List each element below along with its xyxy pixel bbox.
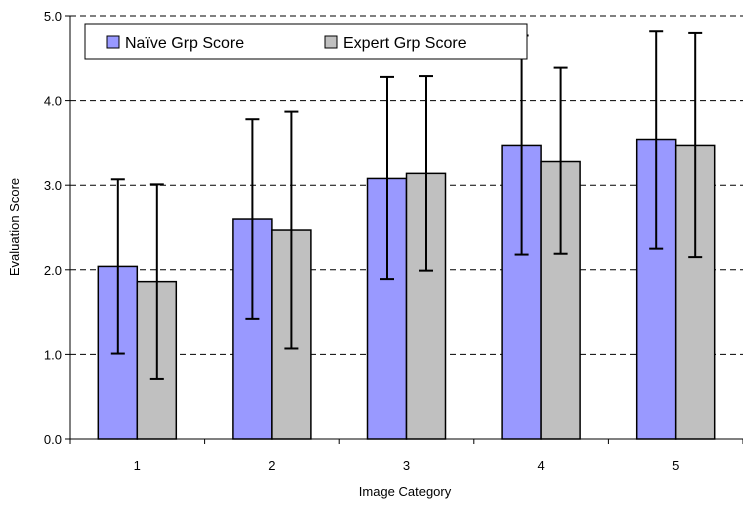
bars bbox=[97, 138, 716, 440]
y-tick-label: 3.0 bbox=[44, 178, 62, 193]
x-tick-label: 4 bbox=[537, 458, 544, 473]
y-axis-label: Evaluation Score bbox=[7, 178, 22, 276]
y-tick-label: 4.0 bbox=[44, 94, 62, 109]
error-bar bbox=[380, 75, 394, 281]
x-tick-label: 2 bbox=[268, 458, 275, 473]
legend-box bbox=[84, 23, 528, 60]
error-bar bbox=[284, 110, 299, 350]
error-bar bbox=[688, 31, 703, 259]
gridlines bbox=[70, 15, 743, 355]
error-bars bbox=[110, 30, 703, 380]
legend: Naïve Grp Score Expert Grp Score bbox=[84, 23, 528, 60]
y-tick-label: 5.0 bbox=[44, 9, 62, 24]
error-bar bbox=[649, 30, 664, 250]
error-bar bbox=[553, 66, 568, 255]
y-tick-label: 1.0 bbox=[44, 347, 62, 362]
y-tick-label: 2.0 bbox=[44, 263, 62, 278]
error-bar bbox=[149, 183, 164, 380]
x-tick-label: 1 bbox=[134, 458, 141, 473]
axes: 0.0 1.0 2.0 3.0 4.0 5.0 1 2 3 4 5 bbox=[44, 9, 743, 473]
y-tick-label: 0.0 bbox=[44, 432, 62, 447]
x-axis-label: Image Category bbox=[359, 484, 452, 499]
legend-swatch-naive bbox=[106, 35, 120, 49]
error-bar bbox=[245, 118, 260, 320]
legend-label-expert: Expert Grp Score bbox=[343, 35, 467, 52]
error-bar bbox=[419, 75, 433, 272]
legend-label-naive: Naïve Grp Score bbox=[125, 35, 244, 52]
error-bar bbox=[110, 178, 125, 355]
x-tick-label: 3 bbox=[403, 458, 410, 473]
axis-labels: Evaluation Score Image Category bbox=[7, 178, 452, 499]
x-tick-label: 5 bbox=[672, 458, 679, 473]
legend-swatch-expert bbox=[324, 35, 338, 49]
